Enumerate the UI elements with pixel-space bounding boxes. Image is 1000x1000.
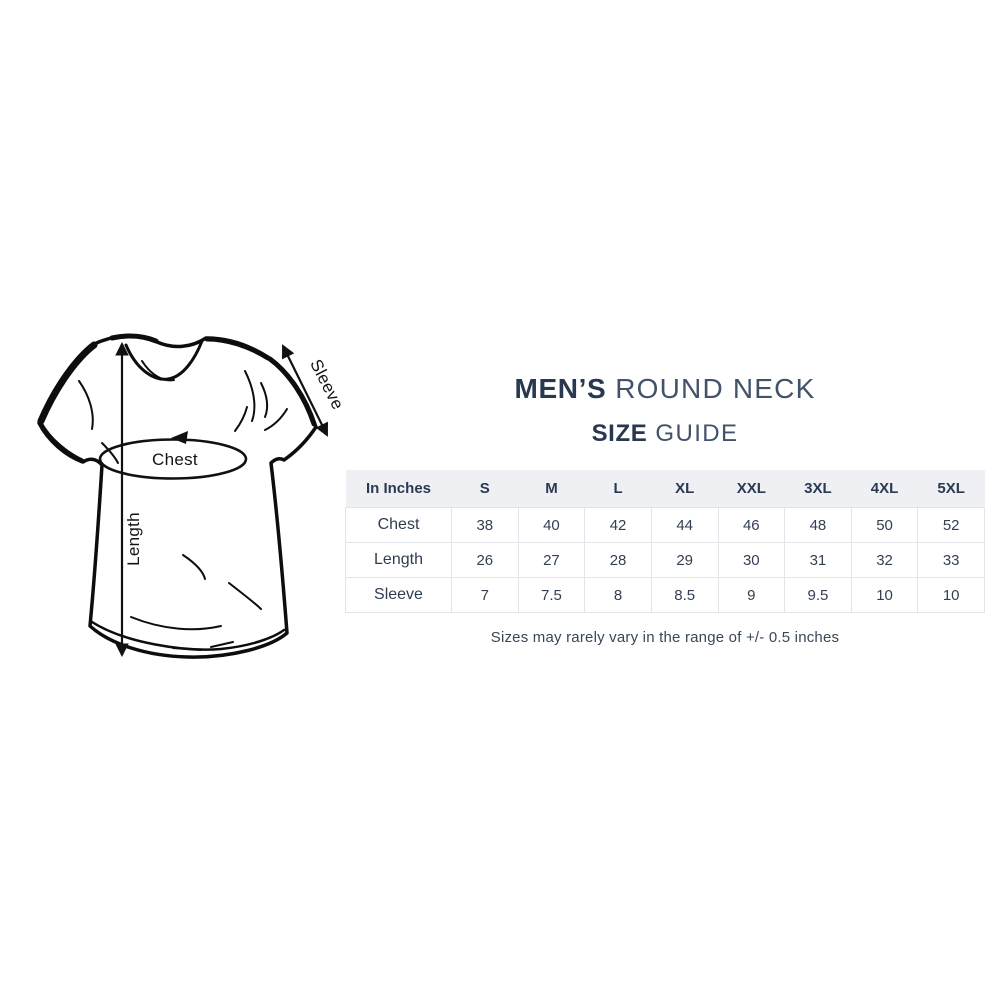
cell-chest-m: 40 [517, 507, 586, 543]
page-title-bold: MEN’S [514, 373, 607, 404]
cell-chest-3xl: 48 [784, 507, 852, 543]
cell-sleeve-m: 7.5 [517, 577, 586, 613]
length-label: Length [124, 512, 143, 566]
cell-sleeve-xxl: 9 [717, 577, 786, 613]
cell-sleeve-4xl: 10 [850, 577, 919, 613]
col-header-m: M [518, 470, 585, 508]
table-row-sleeve: Sleeve 7 7.5 8 8.5 9 9.5 10 10 [345, 577, 985, 613]
col-header-xxl: XXL [718, 470, 785, 508]
col-header-s: S [451, 470, 519, 508]
page-subtitle-bold: SIZE [591, 420, 648, 447]
cell-sleeve-5xl: 10 [917, 577, 985, 613]
cell-length-xxl: 30 [717, 542, 786, 578]
row-label-chest: Chest [345, 507, 452, 543]
col-header-5xl: 5XL [917, 470, 985, 508]
cell-length-s: 26 [451, 542, 519, 578]
cell-length-5xl: 33 [917, 542, 985, 578]
cell-chest-l: 42 [584, 507, 652, 543]
cell-length-3xl: 31 [784, 542, 852, 578]
cell-sleeve-l: 8 [584, 577, 652, 613]
chest-label: Chest [152, 450, 198, 469]
cell-length-l: 28 [584, 542, 652, 578]
page-subtitle-regular: GUIDE [655, 420, 739, 447]
cell-chest-4xl: 50 [850, 507, 919, 543]
cell-length-xl: 29 [650, 542, 719, 578]
cell-chest-xl: 44 [650, 507, 719, 543]
cell-length-4xl: 32 [850, 542, 919, 578]
col-header-l: L [584, 470, 652, 508]
table-row-chest: Chest 38 40 42 44 46 48 50 52 [345, 507, 985, 543]
cell-length-m: 27 [517, 542, 586, 578]
col-header-4xl: 4XL [851, 470, 918, 508]
cell-sleeve-xl: 8.5 [650, 577, 719, 613]
col-header-3xl: 3XL [784, 470, 852, 508]
page-title: MEN’S ROUND NECK [345, 374, 985, 404]
row-label-length: Length [345, 542, 452, 578]
size-guide-panel: MEN’S ROUND NECK SIZE GUIDE In Inches S … [345, 374, 985, 646]
cell-sleeve-3xl: 9.5 [784, 577, 852, 613]
cell-chest-5xl: 52 [917, 507, 985, 543]
chest-measure-ellipse: Chest [98, 431, 248, 480]
length-measure-arrow: Length [115, 341, 143, 658]
table-row-length: Length 26 27 28 29 30 31 32 33 [345, 542, 985, 578]
cell-chest-s: 38 [451, 507, 519, 543]
tshirt-outline [37, 333, 318, 659]
cell-chest-xxl: 46 [717, 507, 786, 543]
tshirt-svg: Length Chest Sleeve [37, 333, 345, 659]
tshirt-measurement-diagram: Length Chest Sleeve [25, 330, 345, 674]
size-table: In Inches S M L XL XXL 3XL 4XL 5XL Chest… [345, 470, 985, 613]
page-title-regular: ROUND NECK [615, 373, 816, 404]
col-header-in-inches: In Inches [345, 470, 452, 508]
size-variation-note: Sizes may rarely vary in the range of +/… [490, 629, 840, 646]
page-subtitle: SIZE GUIDE [345, 421, 985, 447]
row-label-sleeve: Sleeve [345, 577, 452, 613]
size-table-header-row: In Inches S M L XL XXL 3XL 4XL 5XL [345, 470, 985, 508]
cell-sleeve-s: 7 [451, 577, 519, 613]
col-header-xl: XL [651, 470, 718, 508]
